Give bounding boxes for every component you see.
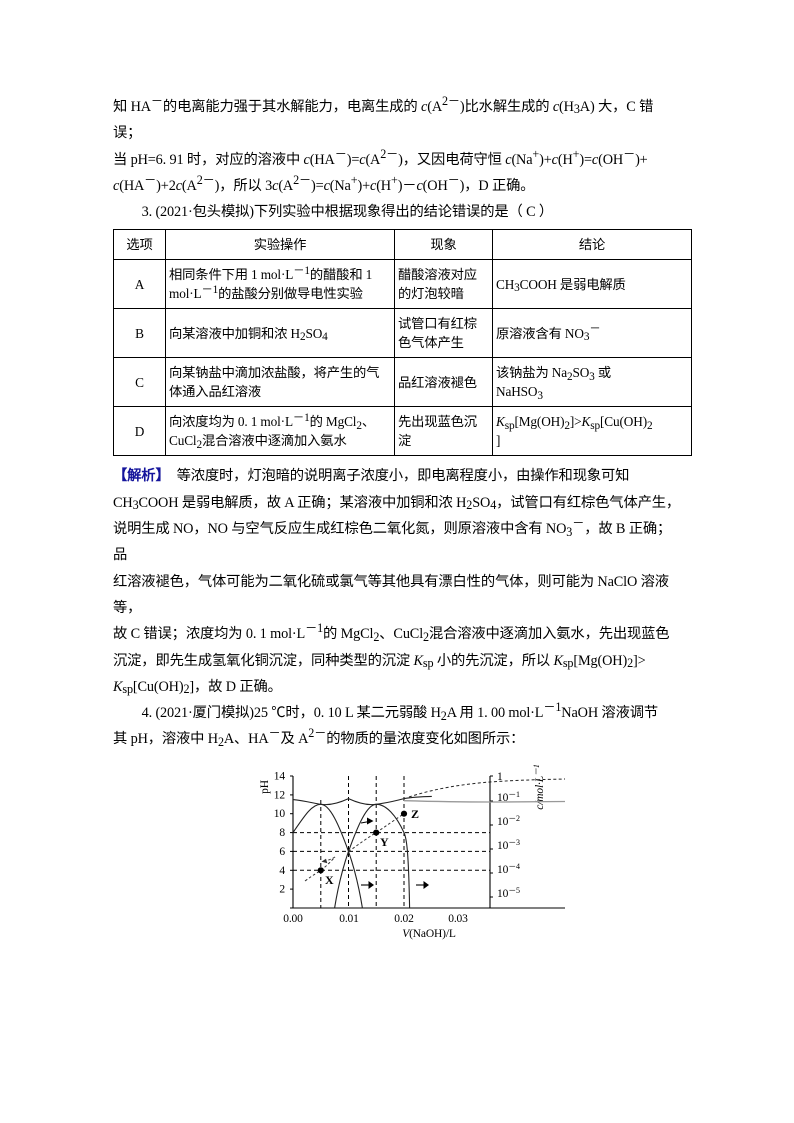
svg-text:c/mol·L－1: c/mol·L－1 <box>532 764 547 810</box>
svg-text:4: 4 <box>279 865 285 877</box>
svg-text:0.00: 0.00 <box>283 913 303 925</box>
svg-text:V(NaOH)/L: V(NaOH)/L <box>402 928 456 940</box>
svg-text:10－5: 10－5 <box>497 885 520 900</box>
svg-text:0.01: 0.01 <box>339 913 359 925</box>
svg-text:10－3: 10－3 <box>497 837 520 852</box>
svg-text:14: 14 <box>274 770 286 782</box>
svg-text:X: X <box>325 873 334 887</box>
svg-text:0.03: 0.03 <box>448 913 468 925</box>
svg-text:0.02: 0.02 <box>394 913 414 925</box>
svg-text:2: 2 <box>279 883 285 895</box>
svg-text:10: 10 <box>274 808 286 820</box>
svg-text:pH: pH <box>259 780 271 794</box>
svg-text:Z: Z <box>411 807 419 821</box>
svg-text:6: 6 <box>279 846 285 858</box>
svg-text:12: 12 <box>274 789 286 801</box>
svg-text:10－2: 10－2 <box>497 813 520 828</box>
svg-text:8: 8 <box>279 827 285 839</box>
svg-text:10－4: 10－4 <box>497 861 520 876</box>
svg-text:Y: Y <box>380 835 389 849</box>
